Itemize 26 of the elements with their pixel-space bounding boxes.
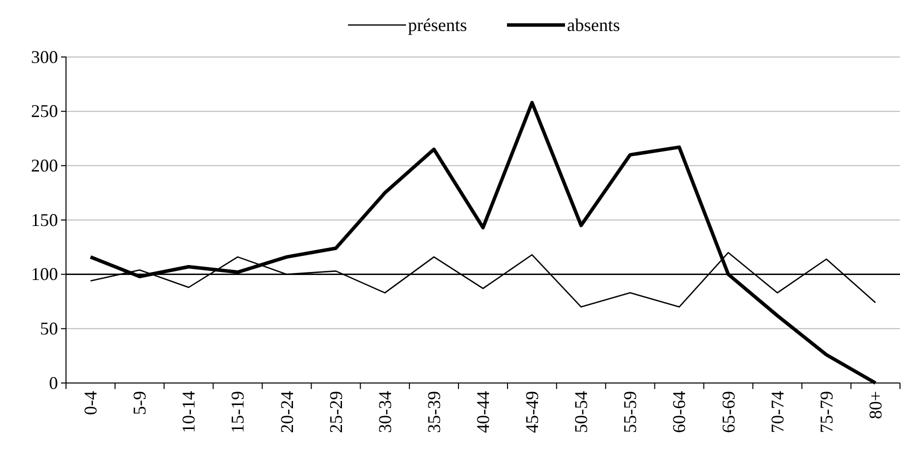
y-tick-label: 50 xyxy=(40,318,58,338)
x-tick-label: 60-64 xyxy=(669,391,690,433)
y-tick-label: 300 xyxy=(31,46,58,67)
x-tick-label: 20-24 xyxy=(276,391,297,433)
x-tick-label: 40-44 xyxy=(473,391,493,433)
x-tick-label: 35-39 xyxy=(424,391,444,433)
x-tick-label: 10-14 xyxy=(178,391,199,433)
y-tick-label: 0 xyxy=(49,372,58,393)
y-tick-label: 200 xyxy=(31,155,58,176)
y-tick-label: 150 xyxy=(31,210,58,230)
x-tick-label: 75-79 xyxy=(816,391,836,433)
y-tick-label: 100 xyxy=(31,264,58,284)
x-tick-label: 0-4 xyxy=(80,391,101,415)
x-tick-label: 45-49 xyxy=(522,391,542,433)
legend-label: présents xyxy=(408,15,467,35)
x-tick-label: 30-34 xyxy=(374,391,395,433)
x-tick-label: 25-29 xyxy=(326,391,346,433)
x-tick-label: 5-9 xyxy=(130,391,150,415)
x-tick-label: 50-54 xyxy=(571,391,592,433)
y-tick-label: 250 xyxy=(31,101,58,122)
x-tick-label: 80+ xyxy=(865,391,886,420)
x-tick-label: 55-59 xyxy=(620,391,640,433)
legend-label: absents xyxy=(566,15,620,35)
x-tick-label: 70-74 xyxy=(767,391,788,433)
x-tick-label: 65-69 xyxy=(718,391,738,433)
x-tick-label: 15-19 xyxy=(228,391,248,433)
